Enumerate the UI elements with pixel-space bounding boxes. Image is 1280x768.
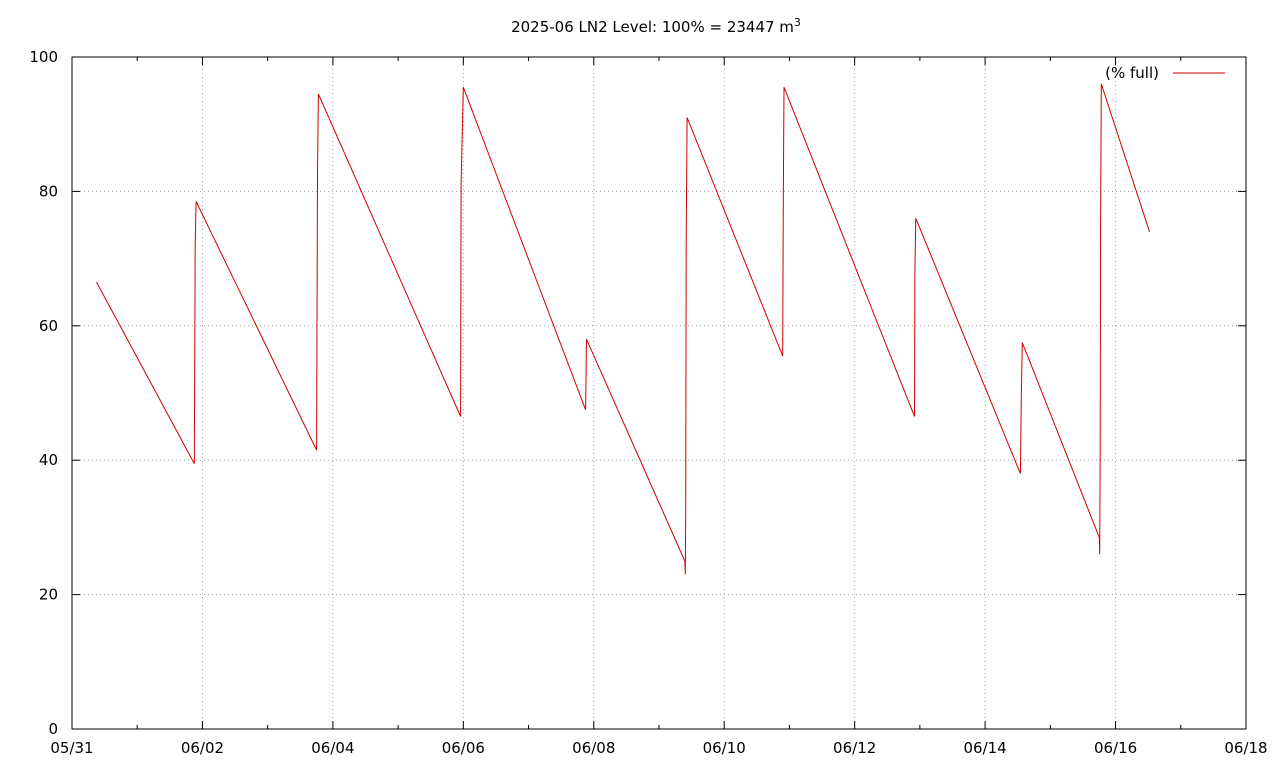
y-tick-label: 80 xyxy=(39,182,58,200)
chart-title-superscript: 3 xyxy=(794,16,801,29)
plot-frame xyxy=(71,56,1247,730)
x-axis-tick-labels: 05/31 06/02 06/04 06/06 06/08 06/10 06/12 06/14… xyxy=(50,739,1267,757)
axis-ticks xyxy=(71,56,1247,730)
x-tick-label: 06/16 xyxy=(1094,739,1137,757)
legend-label: (% full) xyxy=(1105,64,1159,82)
chart-title: 2025-06 LN2 Level: 100% = 23447 m3 xyxy=(511,16,801,36)
x-tick-label: 05/31 xyxy=(50,739,93,757)
y-tick-label: 40 xyxy=(39,451,58,469)
grid-lines xyxy=(72,57,1246,729)
legend: (% full) xyxy=(1105,64,1225,82)
y-axis-tick-labels: 0 20 40 60 80 100 xyxy=(29,48,58,738)
x-tick-label: 06/10 xyxy=(703,739,746,757)
y-tick-label: 0 xyxy=(48,720,58,738)
x-tick-label: 06/02 xyxy=(181,739,224,757)
y-tick-label: 100 xyxy=(29,48,58,66)
x-tick-label: 06/06 xyxy=(442,739,485,757)
x-tick-label: 06/14 xyxy=(963,739,1006,757)
x-tick-label: 06/18 xyxy=(1224,739,1267,757)
x-tick-label: 06/04 xyxy=(311,739,354,757)
series-layer xyxy=(96,83,1150,575)
y-tick-label: 60 xyxy=(39,317,58,335)
chart-title-main: 2025-06 LN2 Level: 100% = 23447 m xyxy=(511,18,794,36)
y-tick-label: 20 xyxy=(39,586,58,604)
series-line-0 xyxy=(96,83,1150,575)
x-tick-label: 06/12 xyxy=(833,739,876,757)
x-tick-label: 06/08 xyxy=(572,739,615,757)
